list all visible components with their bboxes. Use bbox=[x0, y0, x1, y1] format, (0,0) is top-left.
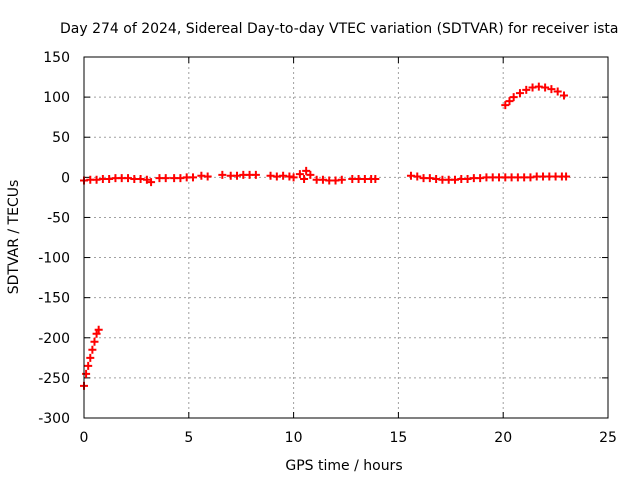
data-point bbox=[371, 174, 380, 183]
data-point bbox=[142, 175, 151, 184]
x-tick-label: 0 bbox=[80, 430, 89, 446]
data-point bbox=[501, 101, 510, 110]
data-point bbox=[90, 337, 99, 346]
plot-frame bbox=[83, 56, 609, 419]
data-point bbox=[203, 172, 212, 181]
y-tick-label: -200 bbox=[38, 331, 70, 347]
data-point bbox=[505, 97, 514, 106]
data-point bbox=[562, 172, 571, 181]
data-point bbox=[86, 353, 95, 362]
y-tick-label: 50 bbox=[52, 130, 70, 146]
data-point bbox=[522, 85, 531, 94]
y-tick-label: -300 bbox=[38, 411, 70, 427]
data-point bbox=[94, 325, 103, 334]
data-point bbox=[161, 174, 170, 183]
data-point bbox=[306, 170, 315, 179]
data-point bbox=[509, 93, 518, 102]
x-tick-label: 5 bbox=[184, 430, 193, 446]
x-tick-label: 20 bbox=[494, 430, 512, 446]
x-tick-label: 10 bbox=[285, 430, 303, 446]
data-point bbox=[553, 87, 562, 96]
data-point bbox=[84, 361, 93, 370]
x-tick-label: 15 bbox=[389, 430, 407, 446]
grid-lines bbox=[84, 57, 608, 418]
axis-ticks: -300 -250 -200 -150 -100 -50 0 50 100 150 0 5 10 15 20… bbox=[38, 50, 617, 446]
y-axis-label: SDTVAR / TECUs bbox=[6, 180, 22, 295]
y-tick-label: 100 bbox=[43, 90, 70, 106]
data-point bbox=[218, 170, 227, 179]
data-point bbox=[515, 89, 524, 98]
data-point bbox=[289, 173, 298, 182]
x-axis-label: GPS time / hours bbox=[285, 458, 402, 474]
y-tick-label: -150 bbox=[38, 291, 70, 307]
data-point bbox=[88, 345, 97, 354]
y-tick-label: 150 bbox=[43, 50, 70, 66]
data-point bbox=[541, 83, 550, 92]
y-tick-label: 0 bbox=[61, 170, 70, 186]
data-point bbox=[295, 170, 304, 179]
chart-title: Day 274 of 2024, Sidereal Day-to-day VTE… bbox=[60, 21, 618, 37]
data-point bbox=[251, 170, 260, 179]
data-point bbox=[559, 91, 568, 100]
data-point bbox=[547, 85, 556, 94]
y-tick-label: -50 bbox=[47, 210, 70, 226]
data-point bbox=[300, 174, 309, 183]
data-point bbox=[302, 166, 311, 175]
data-point bbox=[147, 178, 156, 187]
data-point bbox=[188, 173, 197, 182]
data-point bbox=[413, 172, 422, 181]
data-point bbox=[92, 329, 101, 338]
y-tick-label: -250 bbox=[38, 371, 70, 387]
data-point bbox=[82, 369, 91, 378]
x-tick-label: 25 bbox=[599, 430, 617, 446]
data-point bbox=[337, 175, 346, 184]
y-tick-label: -100 bbox=[38, 251, 70, 267]
data-points bbox=[80, 82, 571, 390]
